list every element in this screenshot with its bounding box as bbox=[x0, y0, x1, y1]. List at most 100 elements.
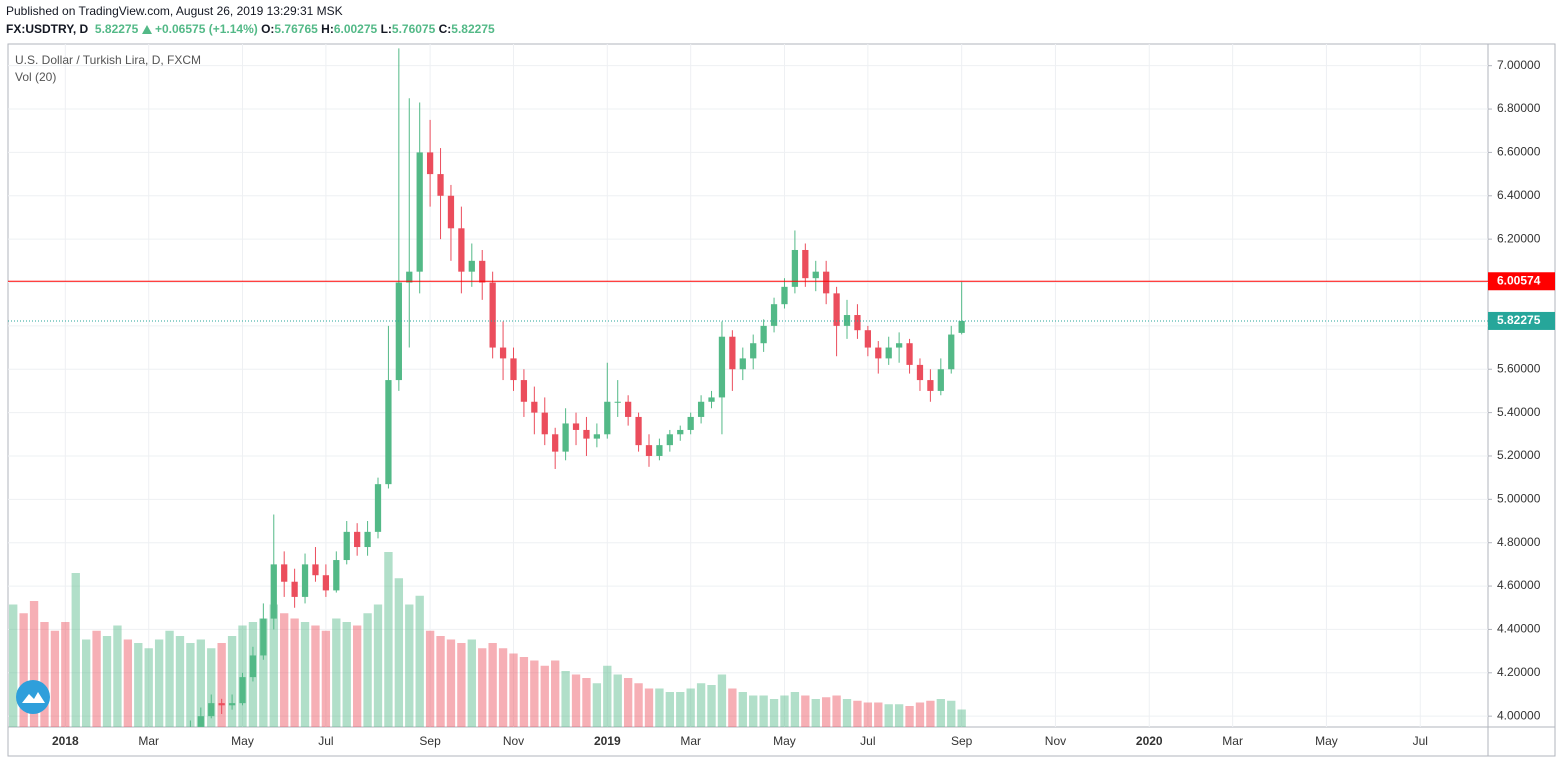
volume-bar bbox=[227, 636, 237, 727]
candle-body bbox=[885, 347, 892, 359]
candle-body bbox=[958, 320, 965, 333]
volume-bar bbox=[384, 552, 393, 727]
candle-body bbox=[249, 655, 257, 678]
volume-bar bbox=[509, 653, 518, 727]
volume-bar bbox=[394, 578, 404, 727]
candle-body bbox=[625, 401, 632, 417]
volume-bar bbox=[728, 688, 737, 727]
volume-bar bbox=[519, 657, 529, 727]
candle-body bbox=[385, 380, 392, 485]
candle-body bbox=[677, 429, 684, 435]
volume-bar bbox=[92, 630, 101, 727]
volume-bar bbox=[446, 639, 456, 727]
volume-bar bbox=[144, 648, 153, 727]
volume-bar bbox=[405, 604, 414, 727]
last-price-label: 5.82275 bbox=[1497, 313, 1541, 327]
candle-body bbox=[645, 445, 653, 456]
candle-body bbox=[437, 174, 444, 196]
candle-body bbox=[416, 152, 423, 272]
candle-body bbox=[197, 716, 204, 727]
volume-bar bbox=[540, 665, 549, 727]
candle-body bbox=[83, 757, 89, 759]
volume-bar bbox=[863, 702, 873, 727]
candle-body bbox=[395, 282, 402, 381]
candle-body bbox=[218, 703, 225, 706]
volume-bar bbox=[9, 604, 18, 727]
volume-bar bbox=[947, 700, 956, 727]
candle-body bbox=[896, 343, 903, 348]
candle-body bbox=[854, 315, 861, 331]
candle-body bbox=[270, 564, 277, 619]
volume-bar bbox=[175, 636, 185, 727]
volume-bar bbox=[738, 692, 747, 727]
volume-bar bbox=[259, 618, 268, 727]
candle-body bbox=[666, 434, 673, 446]
candle-body bbox=[823, 271, 830, 294]
candle-body bbox=[177, 734, 183, 743]
y-tick-label: 5.60000 bbox=[1497, 361, 1541, 375]
volume-bar bbox=[373, 604, 383, 727]
candle-body bbox=[687, 416, 694, 430]
candle-body bbox=[499, 347, 507, 359]
volume-bar bbox=[905, 706, 914, 727]
y-tick-label: 6.40000 bbox=[1497, 188, 1541, 202]
y-tick-label: 4.40000 bbox=[1497, 622, 1541, 636]
volume-bar bbox=[769, 699, 779, 727]
candle-body bbox=[729, 336, 736, 370]
up-arrow bbox=[141, 25, 152, 34]
volume-bar bbox=[352, 625, 362, 727]
candle-body bbox=[260, 618, 267, 656]
volume-bar bbox=[811, 699, 820, 727]
candle-body bbox=[875, 347, 882, 359]
volume-bar bbox=[488, 643, 497, 727]
x-tick-label: 2018 bbox=[52, 734, 79, 748]
volume-bar bbox=[269, 604, 278, 727]
candle-body bbox=[864, 330, 871, 348]
candle-body bbox=[604, 401, 611, 435]
candle-body bbox=[31, 747, 37, 754]
published-note: Published on TradingView.com, August 26,… bbox=[6, 4, 343, 18]
volume-bar bbox=[280, 613, 289, 727]
volume-bar bbox=[300, 622, 310, 727]
y-tick-label: 6.20000 bbox=[1497, 231, 1541, 245]
x-tick-label: Nov bbox=[503, 734, 524, 748]
x-tick-label: Jul bbox=[1413, 734, 1428, 748]
volume-bar bbox=[644, 688, 654, 727]
candle-body bbox=[906, 343, 913, 365]
legend-header: FX:USDTRY, D 5.82275 +0.06575 (+1.14%) O… bbox=[6, 22, 495, 36]
candle-body bbox=[635, 416, 642, 446]
x-tick-label: May bbox=[773, 734, 796, 748]
candle-body bbox=[791, 249, 799, 287]
volume-bar bbox=[154, 639, 164, 727]
volume-bar bbox=[551, 660, 560, 727]
ohlc-label: H: bbox=[321, 22, 334, 36]
candle-body bbox=[562, 423, 569, 452]
volume-bar bbox=[717, 674, 727, 727]
volume-bar bbox=[186, 643, 195, 727]
high-value: 6.00275 bbox=[333, 22, 378, 36]
volume-bar bbox=[571, 674, 581, 727]
x-tick-label: Sep bbox=[951, 734, 973, 748]
candle-body bbox=[322, 575, 330, 591]
y-tick-label: 4.80000 bbox=[1497, 535, 1541, 549]
volume-bar bbox=[425, 630, 435, 727]
candle-body bbox=[10, 738, 16, 745]
candle-body bbox=[541, 412, 548, 435]
candle-body bbox=[291, 581, 298, 597]
candle-body bbox=[458, 228, 465, 272]
ohlc-label: O: bbox=[261, 22, 275, 36]
candle-body bbox=[354, 531, 361, 548]
candle-body bbox=[406, 271, 413, 283]
candle-body bbox=[802, 249, 809, 279]
volume-bar bbox=[894, 704, 904, 727]
x-tick-label: May bbox=[231, 734, 254, 748]
volume-bar bbox=[759, 695, 768, 727]
candle-body bbox=[343, 531, 350, 561]
volume-bar bbox=[82, 639, 91, 727]
candle-body bbox=[239, 677, 246, 704]
x-tick-label: Jul bbox=[860, 734, 875, 748]
candle-body bbox=[489, 282, 496, 348]
y-tick-label: 5.40000 bbox=[1497, 405, 1541, 419]
